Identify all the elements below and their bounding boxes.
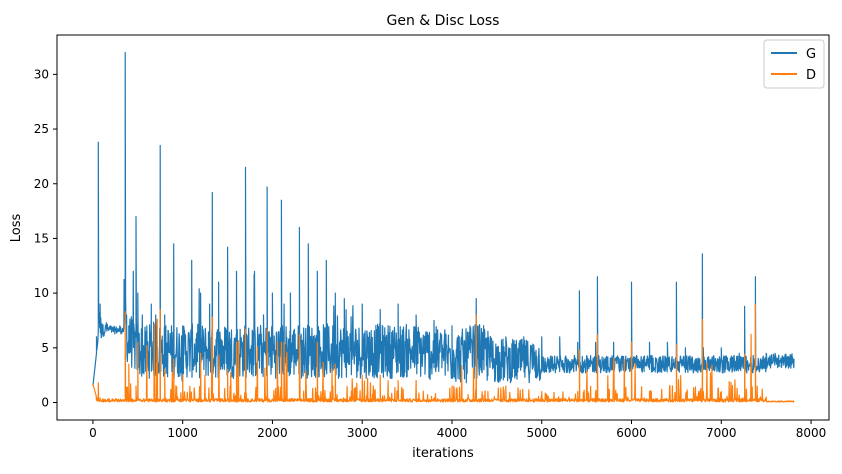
y-tick-label: 15 <box>34 231 49 245</box>
y-tick-label: 30 <box>34 67 49 81</box>
x-axis-label: iterations <box>412 446 474 461</box>
x-tick-label: 2000 <box>257 426 288 440</box>
y-tick-label: 0 <box>41 396 49 410</box>
x-axis: 0 1000 2000 3000 4000 5000 6000 7000 8000 <box>89 420 826 440</box>
x-tick-label: 8000 <box>796 426 827 440</box>
y-axis: 0 5 10 15 20 25 30 <box>34 67 57 410</box>
y-tick-label: 10 <box>34 286 49 300</box>
y-tick-label: 25 <box>34 122 49 136</box>
x-tick-label: 7000 <box>706 426 737 440</box>
legend-label-g: G <box>806 47 816 62</box>
axes-frame <box>56 34 830 421</box>
x-tick-label: 4000 <box>437 426 468 440</box>
x-tick-label: 1000 <box>167 426 198 440</box>
series-line-g <box>92 51 795 387</box>
x-tick-label: 0 <box>89 426 97 440</box>
chart-title: Gen & Disc Loss <box>387 13 500 29</box>
x-tick-label: 5000 <box>526 426 557 440</box>
plot-area <box>92 51 795 403</box>
x-tick-label: 6000 <box>616 426 647 440</box>
x-tick-label: 3000 <box>347 426 378 440</box>
legend-label-d: D <box>806 68 816 83</box>
y-axis-label: Loss <box>9 214 24 243</box>
legend: G D <box>763 39 825 89</box>
y-tick-label: 5 <box>41 341 49 355</box>
y-tick-label: 20 <box>34 177 49 191</box>
series-line-d <box>92 303 795 403</box>
